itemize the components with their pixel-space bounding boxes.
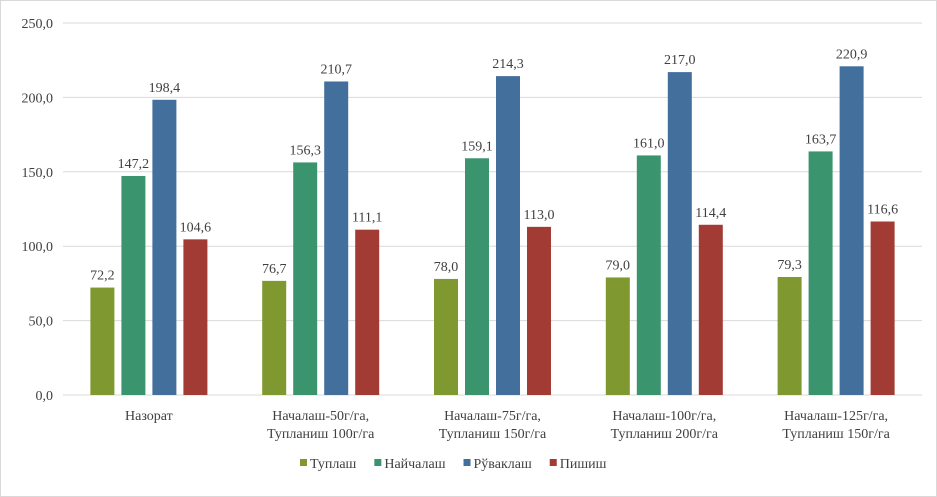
legend-swatch <box>300 459 307 466</box>
x-tick-label: Назорат <box>125 409 173 424</box>
bar-Найчалаш <box>636 155 661 395</box>
data-label: 198,4 <box>149 81 181 96</box>
bar-Пишиш <box>870 221 895 395</box>
bar-Пишиш <box>183 239 208 395</box>
data-label: 156,3 <box>289 143 321 158</box>
legend-swatch <box>549 459 557 466</box>
legend-swatch <box>463 459 471 466</box>
data-label: 217,0 <box>664 53 696 68</box>
legend-label: Найчалаш <box>384 457 445 472</box>
x-tick-label: Началаш-100г/га, <box>612 409 716 424</box>
legend-label: Рўваклаш <box>474 457 532 472</box>
y-tick-label: 250,0 <box>22 17 54 32</box>
data-label: 214,3 <box>492 57 524 72</box>
x-tick-label: Началаш-125г/га, <box>784 409 888 424</box>
bar-Рўваклаш <box>496 76 520 396</box>
data-label: 163,7 <box>805 132 837 147</box>
x-tick-label: Тупланиш 200г/га <box>611 427 719 442</box>
bar-Туплаш <box>90 287 115 395</box>
x-tick-label: Началаш-75г/га, <box>444 409 541 424</box>
x-tick-label: Тупланиш 150г/га <box>439 427 547 442</box>
data-label: 79,0 <box>606 258 631 273</box>
legend-label: Пишиш <box>560 457 607 472</box>
y-tick-label: 150,0 <box>22 166 54 181</box>
bar-Найчалаш <box>808 151 833 395</box>
data-label: 220,9 <box>836 47 868 62</box>
bar-Туплаш <box>605 277 630 395</box>
y-tick-label: 50,0 <box>29 315 54 330</box>
data-label: 78,0 <box>434 260 459 275</box>
data-label: 161,0 <box>633 136 665 151</box>
y-tick-label: 200,0 <box>22 91 54 106</box>
data-label: 76,7 <box>262 262 287 277</box>
bar-Найчалаш <box>465 158 489 395</box>
data-label: 114,4 <box>695 206 726 221</box>
x-tick-label: Тупланиш 100г/га <box>267 427 375 442</box>
bar-Пишиш <box>355 229 380 395</box>
data-label: 111,1 <box>352 211 382 226</box>
bar-Туплаш <box>777 277 802 395</box>
data-label: 116,6 <box>867 202 898 217</box>
y-tick-label: 0,0 <box>36 389 54 404</box>
bar-Рўваклаш <box>667 72 692 395</box>
data-label: 159,1 <box>461 139 493 154</box>
data-label: 210,7 <box>320 62 352 77</box>
legend-label: Туплаш <box>310 457 357 472</box>
data-label: 147,2 <box>118 157 150 172</box>
bar-Туплаш <box>434 278 458 395</box>
legend-swatch <box>374 459 382 466</box>
x-tick-label: Тупланиш 150г/га <box>782 427 890 442</box>
bar-Найчалаш <box>121 175 146 395</box>
bar-Туплаш <box>262 280 287 395</box>
bar-Рўваклаш <box>839 66 864 396</box>
data-label: 113,0 <box>524 208 555 223</box>
bar-Пишиш <box>527 226 551 395</box>
data-label: 72,2 <box>90 269 115 284</box>
x-tick-label: Началаш-50г/га, <box>272 409 369 424</box>
data-label: 104,6 <box>180 220 212 235</box>
data-label: 79,3 <box>777 258 802 273</box>
bar-Пишиш <box>698 224 723 395</box>
bar-Рўваклаш <box>324 81 349 396</box>
bar-Найчалаш <box>293 162 318 395</box>
bar-Рўваклаш <box>152 99 177 396</box>
y-tick-label: 100,0 <box>22 240 54 255</box>
